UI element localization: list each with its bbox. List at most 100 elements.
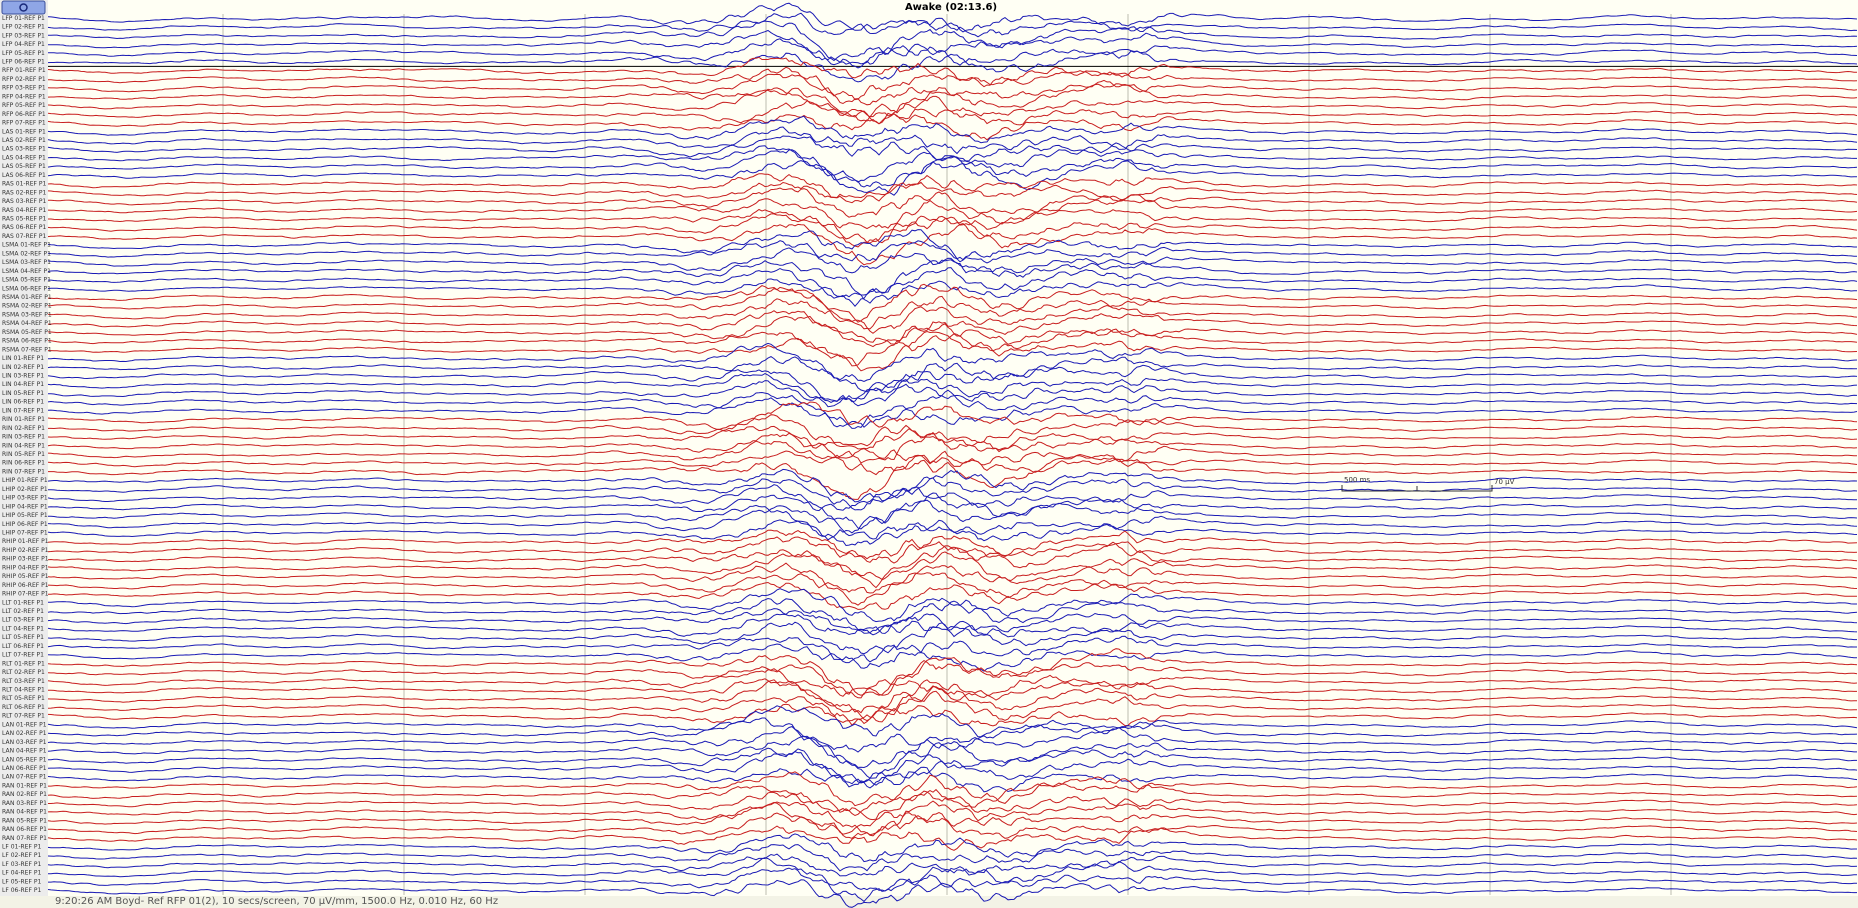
montage-button[interactable]: [2, 1, 45, 14]
channel-label: LFP 01-REF P1: [2, 15, 45, 22]
channel-label: LHIP 04-REF P1: [2, 503, 48, 510]
channel-label: LLT 03-REF P1: [2, 617, 44, 624]
channel-label: LIN 01-REF P1: [2, 355, 44, 362]
channel-label: LAN 04-REF P1: [2, 748, 47, 755]
channel-label: RSMA 06-REF P1: [2, 338, 52, 345]
channel-label: RSMA 03-REF P1: [2, 311, 52, 318]
channel-label: LHIP 05-REF P1: [2, 512, 48, 519]
channel-label: LFP 04-REF P1: [2, 41, 45, 48]
channel-label: LFP 05-REF P1: [2, 50, 45, 57]
channel-label: LF 01-REF P1: [2, 844, 41, 851]
channel-label: LLT 05-REF P1: [2, 634, 44, 641]
channel-label: LHIP 07-REF P1: [2, 530, 48, 537]
channel-label: LAS 01-REF P1: [2, 128, 46, 135]
channel-label: LFP 03-REF P1: [2, 32, 45, 39]
channel-label: RAS 03-REF P1: [2, 198, 46, 205]
channel-label: RIN 01-REF P1: [2, 416, 45, 423]
channel-label: RSMA 05-REF P1: [2, 329, 52, 336]
channel-label: RAN 06-REF P1: [2, 826, 47, 833]
channel-label: RHIP 02-REF P1: [2, 547, 49, 554]
channel-label: LHIP 01-REF P1: [2, 477, 48, 484]
channel-label: LIN 06-REF P1: [2, 399, 44, 406]
channel-label: RFP 05-REF P1: [2, 102, 46, 109]
channel-label: LAS 02-REF P1: [2, 137, 46, 144]
channel-label: RHIP 03-REF P1: [2, 556, 49, 563]
channel-label: RAN 07-REF P1: [2, 835, 47, 842]
epoch-title: Awake (02:13.6): [905, 2, 997, 13]
channel-label: RAS 04-REF P1: [2, 207, 46, 214]
channel-label: LLT 04-REF P1: [2, 625, 44, 632]
channel-label: LF 04-REF P1: [2, 870, 41, 877]
channel-label: RFP 01-REF P1: [2, 67, 46, 74]
channel-label: RHIP 06-REF P1: [2, 582, 49, 589]
channel-label: RAS 06-REF P1: [2, 224, 46, 231]
channel-label: RIN 02-REF P1: [2, 425, 45, 432]
channel-label: RIN 05-REF P1: [2, 451, 45, 458]
channel-label: RHIP 07-REF P1: [2, 591, 49, 598]
channel-label: RIN 04-REF P1: [2, 442, 45, 449]
channel-label: LSMA 05-REF P1: [2, 277, 51, 284]
channel-label: LHIP 03-REF P1: [2, 495, 48, 502]
channel-label: LF 03-REF P1: [2, 861, 41, 868]
channel-label: LSMA 06-REF P1: [2, 285, 51, 292]
channel-label: LFP 02-REF P1: [2, 24, 45, 31]
channel-label: RLT 04-REF P1: [2, 687, 45, 694]
channel-label: LIN 03-REF P1: [2, 372, 44, 379]
channel-label: RSMA 01-REF P1: [2, 294, 52, 301]
channel-label: RAN 04-REF P1: [2, 809, 47, 816]
channel-label: LAS 05-REF P1: [2, 163, 46, 170]
channel-label: RFP 06-REF P1: [2, 111, 46, 118]
channel-label: LLT 07-REF P1: [2, 652, 44, 659]
channel-label: LLT 01-REF P1: [2, 599, 44, 606]
channel-label: RIN 07-REF P1: [2, 468, 45, 475]
channel-label: LHIP 02-REF P1: [2, 486, 48, 493]
channel-label: RIN 06-REF P1: [2, 460, 45, 467]
channel-label: LSMA 04-REF P1: [2, 268, 51, 275]
channel-label: LAN 03-REF P1: [2, 739, 47, 746]
channel-label: RFP 07-REF P1: [2, 120, 46, 127]
channel-label: LSMA 03-REF P1: [2, 259, 51, 266]
channel-label: LAS 06-REF P1: [2, 172, 46, 179]
channel-label: RAS 05-REF P1: [2, 215, 46, 222]
channel-label: RAS 01-REF P1: [2, 181, 46, 188]
channel-label: LAN 06-REF P1: [2, 765, 47, 772]
channel-label: LIN 07-REF P1: [2, 407, 44, 414]
channel-label: RLT 07-REF P1: [2, 713, 45, 720]
channel-label: RHIP 01-REF P1: [2, 538, 49, 545]
channel-label: RAS 02-REF P1: [2, 189, 46, 196]
channel-label: LFP 06-REF P1: [2, 58, 45, 65]
channel-label: LF 02-REF P1: [2, 852, 41, 859]
channel-label: RLT 05-REF P1: [2, 695, 45, 702]
channel-label: RFP 02-REF P1: [2, 76, 46, 83]
channel-label: LAN 02-REF P1: [2, 730, 47, 737]
channel-label: LAS 04-REF P1: [2, 154, 46, 161]
status-text: 9:20:26 AM Boyd- Ref RFP 01(2), 10 secs/…: [55, 896, 498, 907]
channel-label: LHIP 06-REF P1: [2, 521, 48, 528]
channel-label: RSMA 04-REF P1: [2, 320, 52, 327]
channel-label: LIN 04-REF P1: [2, 381, 44, 388]
channel-label: RAN 03-REF P1: [2, 800, 47, 807]
channel-label: LF 05-REF P1: [2, 878, 41, 885]
channel-label: RHIP 04-REF P1: [2, 564, 49, 571]
channel-label: RAS 07-REF P1: [2, 233, 46, 240]
channel-label: LIN 02-REF P1: [2, 364, 44, 371]
channel-label: RLT 01-REF P1: [2, 660, 45, 667]
channel-label: RHIP 05-REF P1: [2, 573, 49, 580]
calibration-amplitude: 70 µV: [1494, 478, 1515, 486]
channel-label: RIN 03-REF P1: [2, 434, 45, 441]
channel-label: LSMA 01-REF P1: [2, 242, 51, 249]
channel-label: LLT 02-REF P1: [2, 608, 44, 615]
channel-label: RLT 02-REF P1: [2, 669, 45, 676]
channel-label: LAN 01-REF P1: [2, 721, 47, 728]
channel-label: LAS 03-REF P1: [2, 146, 46, 153]
channel-label: LAN 05-REF P1: [2, 756, 47, 763]
channel-label: LF 06-REF P1: [2, 887, 41, 894]
channel-label: LLT 06-REF P1: [2, 643, 44, 650]
channel-label: LSMA 02-REF P1: [2, 250, 51, 257]
calibration-time: 500 ms: [1344, 476, 1370, 484]
channel-label: RFP 03-REF P1: [2, 85, 46, 92]
channel-label: RAN 02-REF P1: [2, 791, 47, 798]
channel-label: RAN 05-REF P1: [2, 817, 47, 824]
